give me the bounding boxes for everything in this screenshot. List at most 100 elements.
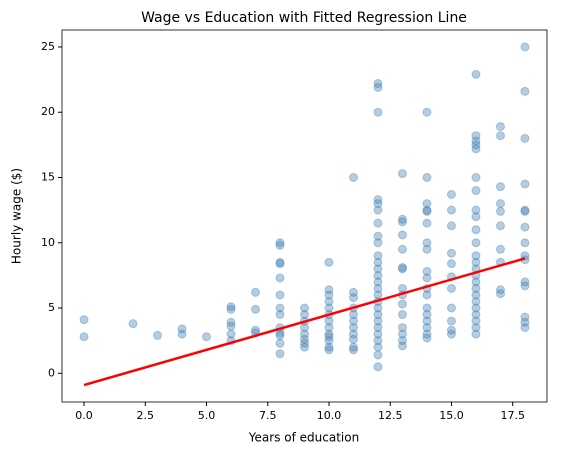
point	[471, 251, 481, 261]
point	[471, 212, 481, 222]
point	[348, 342, 358, 352]
point	[300, 323, 309, 333]
point	[495, 244, 505, 254]
point	[153, 330, 163, 340]
point	[373, 82, 383, 92]
point	[495, 285, 505, 295]
point	[397, 230, 407, 240]
point	[471, 69, 481, 79]
point	[324, 336, 334, 346]
y-tick-label: 20	[41, 105, 55, 118]
point	[446, 316, 456, 326]
point	[373, 283, 383, 293]
point	[397, 264, 407, 274]
point	[397, 169, 407, 179]
y-tick-label: 15	[41, 170, 55, 183]
point	[300, 338, 309, 348]
point	[373, 270, 383, 280]
point	[373, 329, 383, 339]
point	[275, 240, 285, 250]
point	[471, 303, 481, 313]
point	[397, 244, 407, 254]
x-tick-label: 2.5	[137, 409, 155, 422]
point	[397, 214, 407, 224]
y-tick-label: 0	[48, 366, 55, 379]
point	[324, 345, 334, 355]
point	[422, 205, 432, 215]
x-tick-label: 0.0	[75, 409, 93, 422]
point	[300, 342, 309, 352]
point	[79, 315, 89, 325]
point	[373, 107, 383, 117]
point	[128, 319, 138, 329]
point	[520, 281, 530, 291]
point	[348, 172, 358, 182]
plot-frame	[61, 29, 548, 403]
point	[275, 273, 285, 283]
point	[79, 332, 89, 342]
point	[324, 342, 334, 352]
point	[300, 329, 309, 339]
point	[373, 231, 383, 241]
point	[373, 199, 383, 209]
y-axis-label: Hourly wage ($)	[10, 168, 24, 264]
point	[324, 323, 334, 333]
point	[373, 342, 383, 352]
point	[373, 323, 383, 333]
point	[373, 310, 383, 320]
point	[422, 266, 432, 276]
point	[471, 144, 481, 154]
point	[422, 107, 432, 117]
point	[471, 296, 481, 306]
point	[373, 350, 383, 360]
point	[471, 310, 481, 320]
point	[348, 329, 358, 339]
x-axis-label: Years of education	[248, 431, 359, 445]
point	[324, 285, 334, 295]
point	[397, 299, 407, 309]
point	[422, 303, 432, 313]
point	[520, 317, 530, 327]
point	[471, 225, 481, 235]
point	[422, 273, 432, 283]
point	[422, 199, 432, 209]
y-tick-label: 25	[41, 40, 55, 53]
fit-line	[83, 257, 526, 387]
x-tick-label: 12.5	[378, 409, 403, 422]
point	[373, 79, 383, 89]
point	[422, 310, 432, 320]
point	[520, 206, 530, 216]
x-tick-label: 5.0	[198, 409, 216, 422]
point	[471, 140, 481, 150]
point	[275, 290, 285, 300]
point	[324, 316, 334, 326]
point	[275, 310, 285, 320]
point	[251, 325, 261, 335]
point	[373, 205, 383, 215]
point	[324, 257, 334, 267]
point	[471, 172, 481, 182]
point	[471, 136, 481, 146]
point	[324, 303, 334, 313]
point	[446, 248, 456, 258]
point	[226, 329, 236, 339]
point	[373, 218, 383, 228]
point	[275, 330, 285, 340]
x-tick-label: 15.0	[439, 409, 464, 422]
point	[373, 277, 383, 287]
point	[226, 302, 236, 312]
point	[520, 323, 530, 333]
x-tick-label: 10.0	[317, 409, 342, 422]
point	[348, 323, 358, 333]
point	[495, 221, 505, 231]
point	[471, 323, 481, 333]
point	[397, 310, 407, 320]
point	[520, 312, 530, 322]
point	[275, 238, 285, 248]
point	[422, 244, 432, 254]
point	[520, 133, 530, 143]
point	[471, 329, 481, 339]
point	[495, 122, 505, 132]
